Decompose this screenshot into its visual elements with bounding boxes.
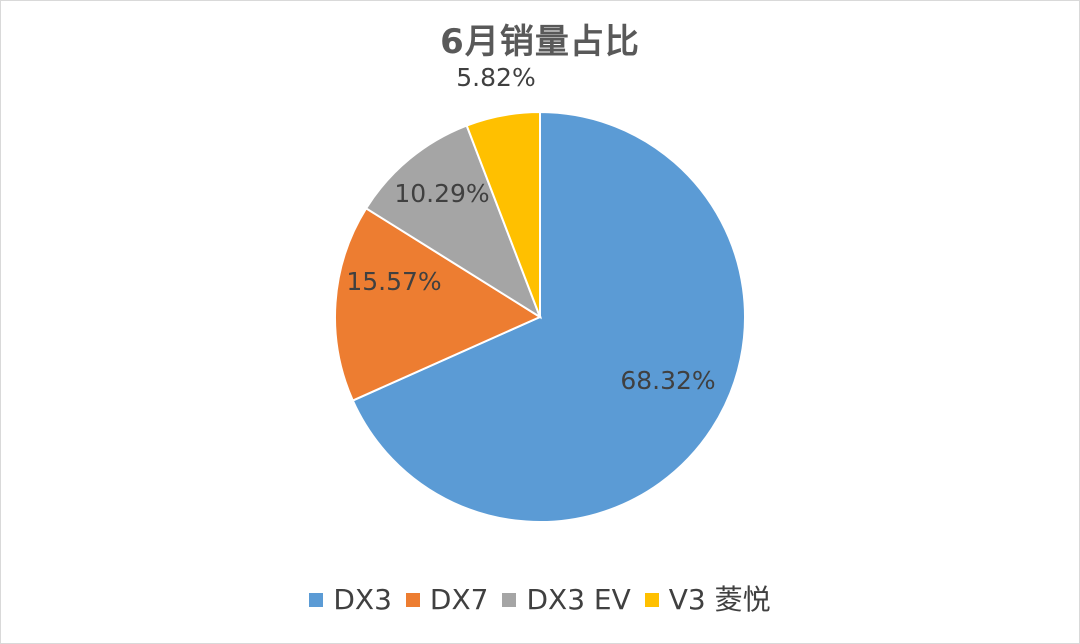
- slice-label-v3: 5.82%: [456, 63, 535, 92]
- legend-swatch-dx3-ev: [502, 593, 517, 607]
- legend-label-v3: V3 菱悦: [668, 583, 771, 616]
- legend-swatch-dx7: [405, 593, 420, 607]
- legend-item-dx3: DX3: [309, 586, 392, 614]
- legend-label-dx3-ev: DX3 EV: [526, 583, 631, 616]
- chart-title: 6月销量占比: [440, 22, 640, 62]
- legend-item-v3: V3 菱悦: [644, 583, 771, 616]
- pie-slice-v3: [465, 110, 541, 318]
- legend-item-dx3-ev: DX3 EV: [502, 583, 631, 616]
- legend-swatch-v3: [644, 593, 659, 607]
- legend: DX3 DX7 DX3 EV V3 菱悦: [0, 586, 1080, 614]
- pie-slice-dx3-ev: [364, 124, 543, 320]
- pie-slice-dx7: [334, 206, 543, 402]
- pie-slices: [334, 110, 746, 523]
- slice-label-dx7: 15.57%: [346, 267, 441, 296]
- legend-item-dx7: DX7: [405, 583, 489, 616]
- legend-label-dx7: DX7: [429, 583, 489, 616]
- slice-label-dx3: 68.32%: [620, 366, 715, 395]
- legend-swatch-dx3: [309, 593, 324, 607]
- pie-slice-dx3: [351, 110, 746, 523]
- legend-label-dx3: DX3: [333, 583, 392, 616]
- slice-labels: 68.32% 15.57% 10.29% 5.82%: [346, 63, 715, 395]
- slice-label-dx3-ev: 10.29%: [394, 179, 489, 208]
